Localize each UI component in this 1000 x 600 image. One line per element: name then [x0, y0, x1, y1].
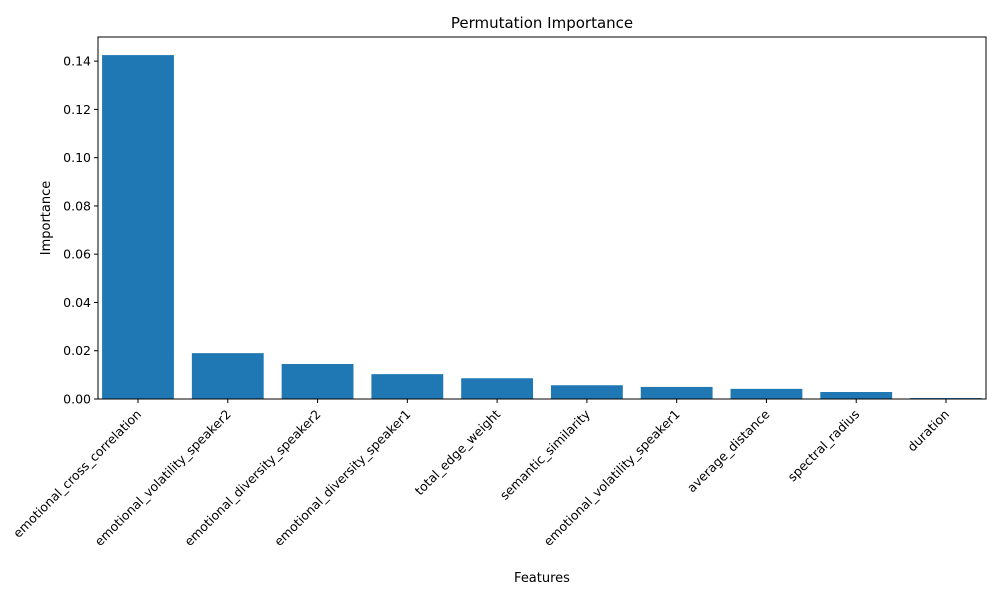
- x-tick-label: spectral_radius: [785, 407, 863, 485]
- x-tick-label: total_edge_weight: [412, 406, 504, 498]
- bars-group: [102, 55, 982, 399]
- bar-semantic-similarity: [550, 385, 623, 399]
- plot-frame: [97, 36, 987, 400]
- bar-emotional-volatility-speaker2: [191, 353, 264, 399]
- y-tick-label: 0.10: [63, 150, 91, 165]
- x-axis: emotional_cross_correlationemotional_vol…: [10, 399, 952, 549]
- bar-spectral-radius: [820, 392, 893, 399]
- y-axis-title: Importance: [39, 181, 54, 256]
- chart-title: Permutation Importance: [451, 14, 633, 32]
- y-tick-label: 0.14: [63, 54, 91, 69]
- x-tick-label: duration: [904, 407, 952, 455]
- y-tick-label: 0.06: [63, 247, 91, 262]
- bar-average-distance: [730, 388, 803, 399]
- x-tick-label: semantic_similarity: [497, 406, 594, 503]
- y-axis: 0.00 0.02 0.04 0.06 0.08 0.10 0.12 0.14: [63, 54, 98, 407]
- y-tick-label: 0.12: [63, 102, 91, 117]
- y-tick-label: 0.02: [63, 343, 91, 358]
- bar-emotional-volatility-speaker1: [640, 386, 713, 399]
- bar-emotional-diversity-speaker2: [281, 364, 354, 399]
- bar-emotional-cross-correlation: [102, 55, 174, 399]
- y-tick-label: 0.08: [63, 198, 91, 213]
- y-tick-label: 0.04: [63, 295, 91, 310]
- bar-total-edge-weight: [461, 378, 534, 399]
- y-tick-label: 0.00: [63, 392, 91, 407]
- x-tick-label: average_distance: [684, 406, 773, 495]
- bar-emotional-diversity-speaker1: [371, 374, 444, 399]
- x-axis-title: Features: [514, 571, 570, 586]
